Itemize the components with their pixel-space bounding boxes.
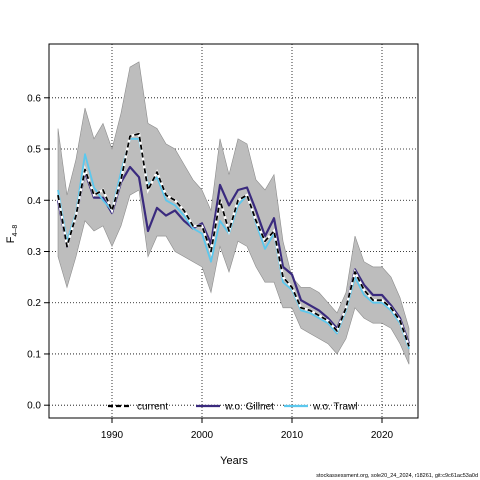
- y-axis-title-main: F: [5, 236, 17, 243]
- y-axis-title-sub: 4–8: [12, 225, 19, 237]
- y-tick-label: 0.4: [27, 196, 41, 207]
- y-tick-label: 0.0: [27, 401, 41, 412]
- y-tick-label: 0.3: [27, 247, 41, 258]
- legend-label: w.o. Trawl: [312, 402, 357, 413]
- series-layer: [56, 132, 411, 350]
- legend-item-w-o-trawl: w.o. Trawl: [284, 402, 357, 413]
- x-axis-title: Years: [220, 455, 248, 467]
- legend-label: current: [137, 402, 168, 413]
- y-tick-label: 0.5: [27, 145, 41, 156]
- y-axis-title: F4–8: [5, 225, 19, 244]
- legend-item-w-o-gillnet: w.o. Gillnet: [196, 402, 274, 413]
- x-tick-label: 2000: [191, 430, 214, 441]
- x-axis: 1990 2000 2010 2020: [101, 418, 394, 441]
- y-axis: 0.0 0.1 0.2 0.3 0.4 0.5 0.6: [27, 93, 49, 412]
- legend-item-current: current: [108, 402, 168, 413]
- legend-label: w.o. Gillnet: [224, 402, 274, 413]
- x-tick-label: 1990: [101, 430, 124, 441]
- y-tick-label: 0.1: [27, 349, 41, 360]
- x-tick-label: 2010: [281, 430, 304, 441]
- legend: current w.o. Gillnet w.o. Trawl: [108, 402, 357, 413]
- plot-frame: [48, 43, 419, 419]
- y-tick-label: 0.2: [27, 298, 41, 309]
- y-tick-label: 0.6: [27, 93, 41, 104]
- x-tick-label: 2020: [371, 430, 394, 441]
- footer-note: stockassessment.org, sole20_24_2024, r18…: [316, 473, 478, 479]
- series-line-current: [57, 132, 410, 347]
